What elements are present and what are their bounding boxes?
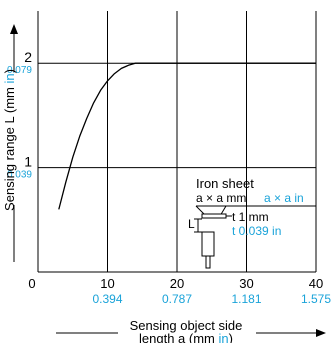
x-axis-label-line2: length a (mm in)	[139, 331, 233, 343]
series-line-0	[58, 62, 316, 210]
x-axis-label-prefix: length a (mm	[139, 331, 218, 343]
y-axis-label-prefix: Sensing range L (mm	[2, 84, 17, 211]
y-tick-inch-label-1: 0.039	[7, 170, 32, 181]
annotation-title: Iron sheet	[196, 176, 254, 191]
x-tick-label-10: 10	[100, 276, 114, 291]
x-tick-inch-label-40: 1.575	[301, 292, 331, 306]
x-tick-label-0: 0	[28, 276, 35, 291]
x-tick-label-40: 40	[309, 276, 323, 291]
x-tick-inch-label-10: 0.394	[92, 292, 122, 306]
x-axis-label-line1: Sensing object side	[130, 318, 243, 333]
x-tick-inch-label-30: 1.181	[231, 292, 261, 306]
iron-sheet-plate	[201, 213, 227, 219]
axes	[37, 11, 317, 273]
annotation-size-mm: a × a mm	[196, 191, 246, 205]
x-tick-label-20: 20	[170, 276, 184, 291]
annotation-thickness-in: t 0.039 in	[232, 224, 281, 238]
x-tick-label-30: 30	[239, 276, 253, 291]
y-tick-inch-label-2: 0.079	[7, 65, 32, 76]
annotation-thickness-mm: t 1 mm	[232, 210, 269, 224]
y-tick-label-1: 1	[24, 154, 32, 170]
annotation-L-label: L	[188, 217, 195, 231]
iron-sheet-annotation: Iron sheet a × a mm a × a in t 1 mm t 0.…	[188, 176, 316, 269]
y-axis-label: Sensing range L (mm in)	[2, 69, 17, 211]
x-axis-label-unit: in	[219, 331, 229, 343]
y-tick-label-2: 2	[24, 49, 32, 65]
tick-labels: 0 100.394 200.787 301.181 401.575 10.039 20.07…	[7, 49, 331, 306]
annotation-size-in: a × a in	[264, 191, 304, 205]
x-axis-label-arrow	[316, 329, 326, 337]
y-axis-label-arrow	[10, 24, 18, 34]
x-axis-label-suffix: )	[229, 331, 233, 343]
curve-layer	[58, 62, 316, 210]
y-axis-label-suffix: )	[2, 69, 17, 73]
x-tick-inch-label-20: 0.787	[162, 292, 192, 306]
sensor-cable	[205, 255, 211, 269]
y-axis-label-unit: in	[2, 73, 17, 83]
sensor-body	[201, 231, 215, 257]
